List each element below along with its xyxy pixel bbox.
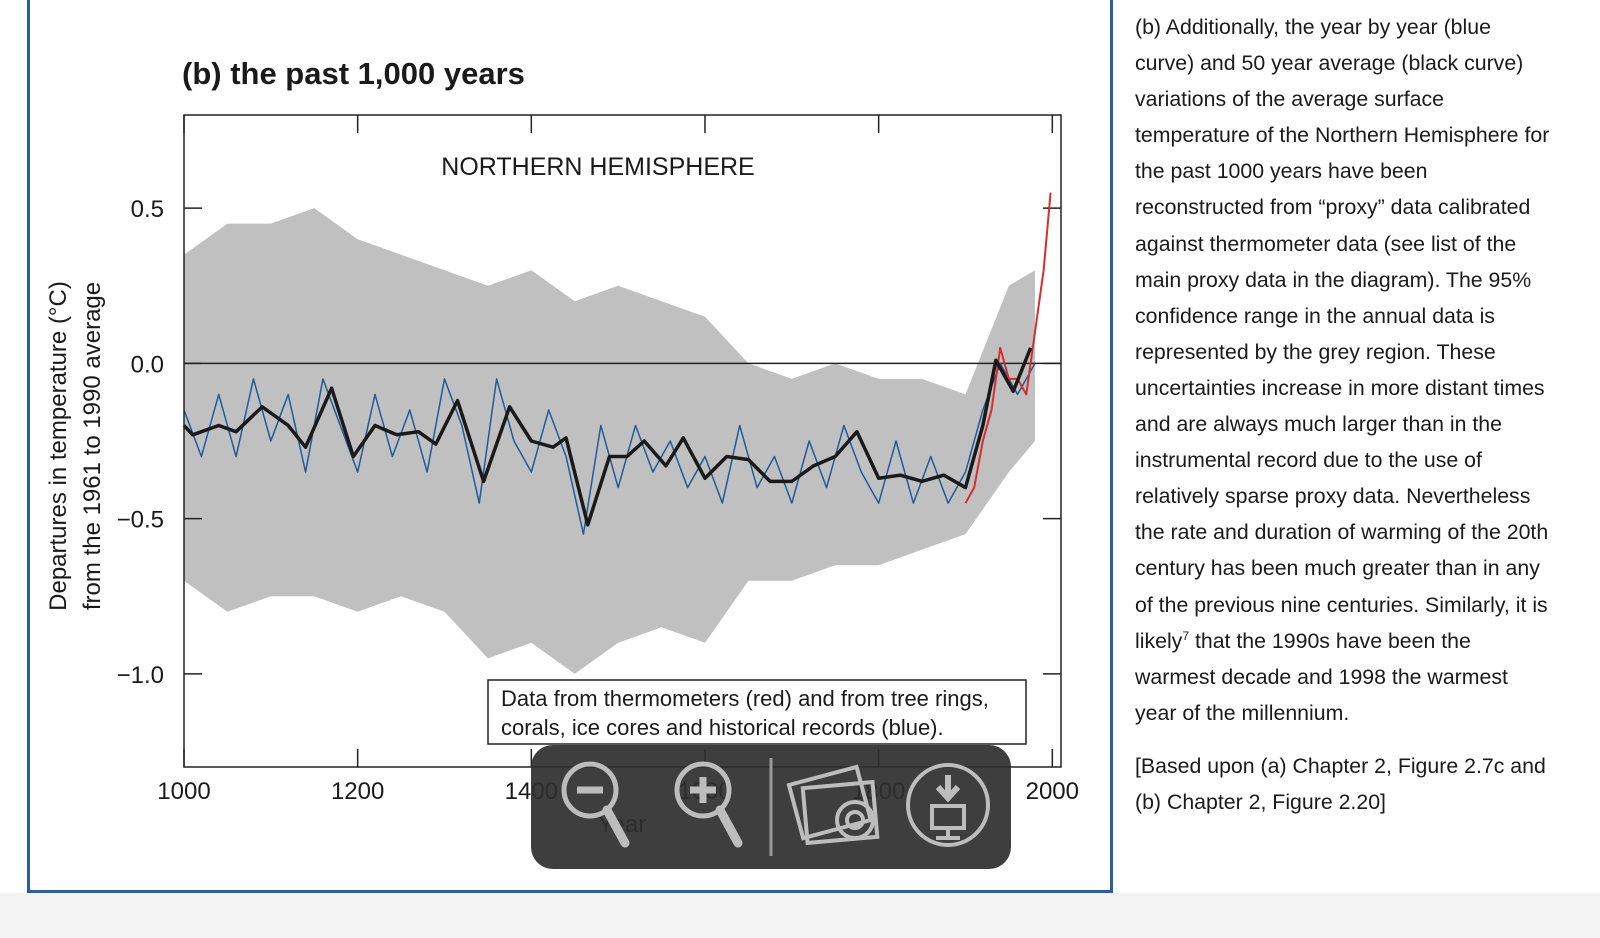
caption-text: that the 1990s have been the warmest dec… — [1135, 628, 1508, 725]
page-body: (b) the past 1,000 years NORTHERN HEMISP… — [0, 0, 1600, 893]
caption-source: [Based upon (a) Chapter 2, Figure 2.7c a… — [1135, 753, 1546, 814]
caption-text: (b) Additionally, the year by year (blue… — [1135, 15, 1550, 653]
figure-frame — [27, 0, 1113, 893]
y-axis-title: from the 1961 to 1990 average — [79, 282, 106, 610]
annotation-text: corals, ice cores and historical records… — [501, 715, 944, 740]
caption: (b) Additionally, the year by year (blue… — [1135, 9, 1555, 837]
confidence-band — [184, 208, 1035, 674]
footnote-ref[interactable]: 7 — [1182, 628, 1190, 643]
y-tick-label: −1.0 — [117, 662, 164, 689]
x-tick-label: 1400 — [505, 778, 558, 805]
data-line — [964, 192, 1052, 504]
y-tick-label: 0.5 — [131, 196, 164, 223]
x-tick-label: 1000 — [157, 778, 210, 805]
caption-paragraph: (b) Additionally, the year by year (blue… — [1135, 9, 1555, 731]
y-tick-label: −0.5 — [117, 507, 164, 534]
panel-label: NORTHERN HEMISPHERE — [441, 153, 754, 181]
y-tick-label: 0.0 — [131, 351, 164, 378]
y-axis-title: Departures in temperature (°C) — [45, 281, 72, 611]
x-tick-label: 1200 — [331, 778, 384, 805]
annotation-box — [487, 679, 1027, 745]
x-tick-label: 1800 — [852, 778, 905, 805]
annotation-text: Data from thermometers (red) and from tr… — [501, 686, 989, 711]
chart: (b) the past 1,000 years NORTHERN HEMISP… — [45, 56, 1079, 838]
x-axis-title: Year — [598, 811, 647, 838]
chart-title: (b) the past 1,000 years — [182, 56, 525, 91]
x-tick-label: 2000 — [1026, 778, 1079, 805]
x-tick-label: 1600 — [678, 778, 731, 805]
data-line — [182, 347, 1033, 527]
